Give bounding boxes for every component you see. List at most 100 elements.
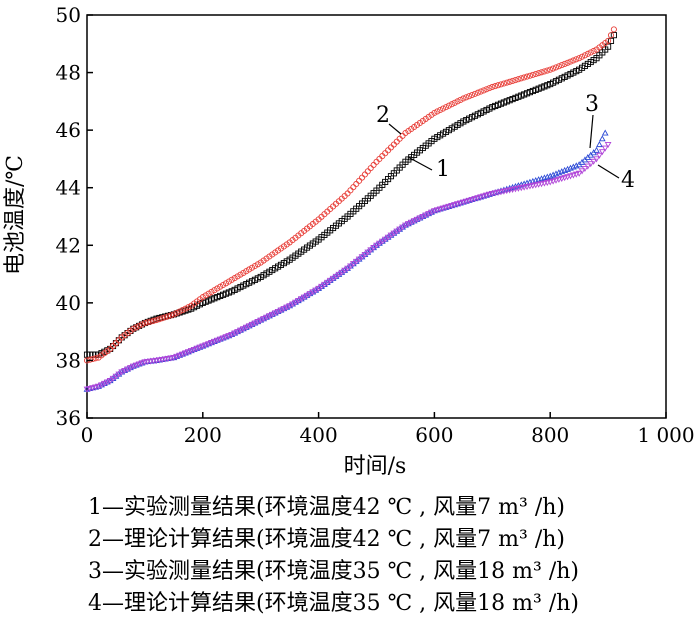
data-point xyxy=(587,49,594,56)
data-point xyxy=(167,312,175,319)
y-tick-label: 42 xyxy=(56,233,81,257)
x-tick-label: 1 000 xyxy=(637,423,694,447)
data-point xyxy=(529,182,537,189)
series-4 xyxy=(83,142,612,393)
data-point xyxy=(231,330,239,337)
data-point xyxy=(569,172,577,179)
data-point xyxy=(546,179,554,186)
data-point xyxy=(567,58,574,65)
data-point xyxy=(254,319,262,326)
y-tick-label: 48 xyxy=(56,61,81,85)
annotation-label-2: 2 xyxy=(376,103,390,128)
data-point xyxy=(98,382,105,389)
data-point xyxy=(332,273,340,280)
data-point xyxy=(153,317,160,324)
legend-item-1: 1—实验测量结果(环境温度42 ℃ , 风量7 m³ /h) xyxy=(88,495,565,520)
data-point xyxy=(228,331,236,339)
data-point xyxy=(364,168,371,175)
data-point xyxy=(182,305,189,312)
data-point xyxy=(529,71,536,78)
data-point xyxy=(541,68,548,75)
data-point xyxy=(144,319,151,326)
data-point xyxy=(266,313,273,320)
data-point xyxy=(590,47,597,55)
data-point xyxy=(364,249,372,256)
data-point xyxy=(89,355,96,363)
data-point xyxy=(341,267,349,274)
data-point xyxy=(483,86,490,93)
data-point xyxy=(358,174,366,181)
data-point xyxy=(173,353,181,360)
legend-item-3: 3—实验测量结果(环境温度35 ℃ , 风量18 m³ /h) xyxy=(88,559,579,584)
data-point xyxy=(445,102,452,109)
data-point xyxy=(179,307,186,314)
data-point xyxy=(462,198,470,205)
data-point xyxy=(535,181,542,188)
data-point xyxy=(550,65,557,72)
data-point xyxy=(211,338,218,345)
data-point xyxy=(552,64,560,71)
data-point xyxy=(205,341,212,348)
data-point xyxy=(605,37,612,44)
data-point xyxy=(431,208,438,215)
data-point xyxy=(289,301,296,308)
data-point xyxy=(106,378,114,385)
annotation-label-3: 3 xyxy=(585,92,599,117)
data-point xyxy=(219,335,227,342)
data-point xyxy=(338,269,346,276)
data-point xyxy=(439,205,447,212)
data-point xyxy=(564,59,571,66)
data-point xyxy=(378,238,386,245)
data-point xyxy=(431,109,438,116)
data-point xyxy=(497,189,505,196)
data-point xyxy=(170,355,178,362)
data-point xyxy=(356,177,363,184)
data-point xyxy=(521,74,528,81)
data-point xyxy=(437,106,444,114)
data-point xyxy=(179,351,186,358)
data-point xyxy=(570,57,577,64)
data-point xyxy=(483,192,490,199)
data-point xyxy=(596,152,603,159)
y-tick-label: 38 xyxy=(56,348,81,372)
data-point xyxy=(416,215,424,222)
y-tick-label: 40 xyxy=(56,291,81,315)
data-point xyxy=(410,218,418,225)
data-point xyxy=(509,186,516,193)
data-point xyxy=(225,333,233,340)
data-point xyxy=(382,150,389,157)
data-point xyxy=(190,346,198,354)
data-point xyxy=(355,256,363,263)
data-point xyxy=(367,247,375,254)
data-point xyxy=(576,55,583,62)
y-tick-label: 46 xyxy=(56,118,81,142)
annotation-leader-2 xyxy=(388,123,402,135)
data-point xyxy=(552,177,560,184)
x-tick-label: 400 xyxy=(300,423,338,447)
data-point xyxy=(347,263,354,270)
data-point xyxy=(245,323,253,330)
data-point xyxy=(165,313,172,320)
data-point xyxy=(407,219,415,226)
data-point xyxy=(610,26,617,33)
y-tick-label: 36 xyxy=(56,406,81,430)
data-point xyxy=(503,188,511,195)
data-point xyxy=(558,62,565,69)
data-point xyxy=(199,343,207,350)
data-point xyxy=(158,356,166,363)
data-point xyxy=(517,185,525,192)
data-point xyxy=(463,94,470,101)
x-tick-label: 800 xyxy=(531,423,569,447)
data-point xyxy=(196,344,204,351)
data-point xyxy=(572,171,580,178)
data-point xyxy=(532,70,539,78)
data-point xyxy=(251,320,259,327)
data-point xyxy=(234,329,241,336)
data-point xyxy=(474,89,481,96)
data-point xyxy=(185,304,192,311)
data-point xyxy=(500,80,507,87)
data-point xyxy=(474,195,482,202)
data-point xyxy=(547,66,554,73)
data-point xyxy=(466,93,473,100)
